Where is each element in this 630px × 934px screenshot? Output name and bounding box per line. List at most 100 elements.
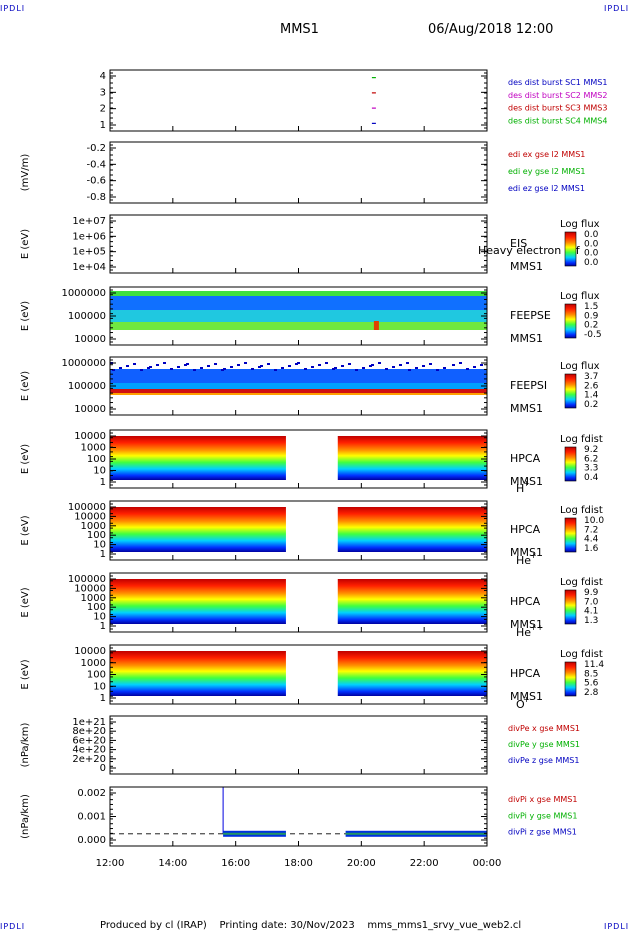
heatmap-speckle (415, 367, 418, 369)
legend-entry: edi ex gse l2 MMS1 (508, 150, 585, 159)
heatmap-fill (337, 579, 487, 624)
panel-frame (109, 786, 488, 847)
ytick-label: 1 (100, 477, 106, 488)
ylabel: (mV/m) (20, 154, 31, 192)
colorbar-tick: -0.5 (584, 330, 602, 340)
ytick-label: 1 (100, 549, 106, 560)
heatmap-speckle (126, 365, 129, 367)
footer-credits: Produced by cl (IRAP) Printing date: 30/… (100, 920, 522, 931)
heatmap-speckle (304, 368, 307, 370)
ytick-label: 0.002 (77, 788, 106, 799)
spacecraft-label: MMS1 (510, 475, 543, 488)
ylabel: (nPa/km) (20, 794, 31, 839)
heatmap-speckle (325, 362, 328, 364)
heatmap-speckle (341, 365, 344, 367)
instrument-label: HPCA (510, 523, 541, 536)
legend-entry: divPi y gse MMS1 (508, 811, 577, 820)
heatmap-hotspot (373, 321, 379, 330)
ytick-label: 10000 (74, 334, 106, 345)
heatmap-speckle (147, 367, 150, 369)
ytick-label: 2e+20 (72, 754, 106, 765)
xtick-label: 18:00 (284, 858, 313, 869)
colorbar-tick: 8.5 (584, 669, 598, 679)
heatmap-fade (110, 480, 286, 488)
heatmap-speckle (378, 362, 381, 364)
ytick-label: 1e+07 (72, 216, 106, 227)
ytick-label: 10000 (74, 583, 106, 594)
colorbar-title: Log fdist (560, 577, 603, 588)
panel-feepsi: 1000000 100000 10000 E (eV) FEEPSI MMS1 Log fl… (20, 356, 600, 416)
ytick-label: 1000 (81, 521, 106, 532)
heatmap-speckle (207, 365, 210, 367)
heatmap-speckle (193, 369, 196, 371)
legend-entry: divPe z gse MMS1 (508, 756, 579, 765)
legend-entry: divPi x gse MMS1 (508, 795, 577, 804)
heatmap-speckle (406, 362, 409, 364)
colorbar-tick: 0.4 (584, 473, 599, 483)
heatmap-fill (110, 507, 286, 552)
heatmap-fade (110, 552, 286, 560)
heatmap-speckle (267, 363, 270, 365)
heatmap-speckle (258, 366, 261, 368)
ytick-label: 0.001 (77, 812, 106, 823)
species-label: He (516, 554, 531, 567)
spacecraft-label: MMS1 (510, 690, 543, 703)
species-label: O (516, 698, 525, 711)
colorbar-title: Log flux (560, 291, 600, 302)
colorbar-tick: 0.0 (584, 249, 599, 259)
instrument-label: HPCA (510, 452, 541, 465)
ytick-label: 10 (93, 681, 106, 692)
ytick-label: 1000 (81, 593, 106, 604)
ytick-label: 10 (93, 466, 106, 477)
ytick-label: 10 (93, 612, 106, 623)
colorbar (564, 231, 577, 267)
ylabel: E (eV) (20, 659, 31, 689)
ytick-label: 3 (100, 87, 106, 98)
ytick-label: 100 (87, 454, 106, 465)
heatmap-fill (110, 436, 286, 480)
heatmap-fade (110, 624, 286, 632)
ylabel: (nPa/km) (20, 723, 31, 768)
heatmap-speckle (436, 369, 439, 371)
ylabel: E (eV) (20, 515, 31, 545)
species-label: He (516, 626, 531, 639)
heatmap-speckle (177, 366, 180, 368)
heatmap-fade (337, 552, 487, 560)
colorbar-tick: 1.3 (584, 616, 598, 626)
colorbar-tick: 2.8 (584, 688, 599, 698)
heatmap-speckle (251, 368, 254, 370)
heatmap-fill (337, 436, 487, 480)
colorbar-tick: 10.0 (584, 516, 604, 526)
heatmap-speckle (149, 366, 152, 368)
legend-entry: divPe x gse MMS1 (508, 724, 580, 733)
ytick-label: 1000 (81, 443, 106, 454)
colorbar-tick: 9.9 (584, 588, 599, 598)
ytick-label: 10000 (74, 511, 106, 522)
ytick-label: -0.8 (86, 192, 106, 203)
corner-label-top-right: IPDLI (604, 4, 630, 13)
legend-entry: des dist burst SC3 MMS3 (508, 104, 607, 113)
ytick-label: 100 (87, 602, 106, 613)
colorbar-tick: 5.6 (584, 679, 599, 689)
colorbar-tick: 0.0 (584, 239, 599, 249)
ytick-label: -0.6 (86, 176, 106, 187)
heatmap-speckle (466, 368, 469, 370)
legend-entry: des dist burst SC1 MMS1 (508, 78, 607, 87)
legend-entry: divPi z gse MMS1 (508, 828, 577, 837)
noise-band-green (345, 832, 487, 835)
ytick-label: 1e+21 (72, 717, 106, 728)
heatmap-speckle (288, 365, 291, 367)
ytick-label: 1000000 (61, 358, 106, 369)
ytick-label: 100000 (68, 502, 106, 513)
heatmap-fade (337, 480, 487, 488)
instrument-label: HPCA (510, 667, 541, 680)
heatmap-speckle (170, 368, 173, 370)
heatmap-speckle (422, 365, 425, 367)
xtick-label: 00:00 (473, 858, 502, 869)
heatmap-speckle (429, 363, 432, 365)
spacecraft-label: MMS1 (510, 260, 543, 273)
ytick-label: 1 (100, 120, 106, 131)
spacecraft-label: MMS1 (510, 332, 543, 345)
species-sup-label: ++ (530, 623, 543, 632)
